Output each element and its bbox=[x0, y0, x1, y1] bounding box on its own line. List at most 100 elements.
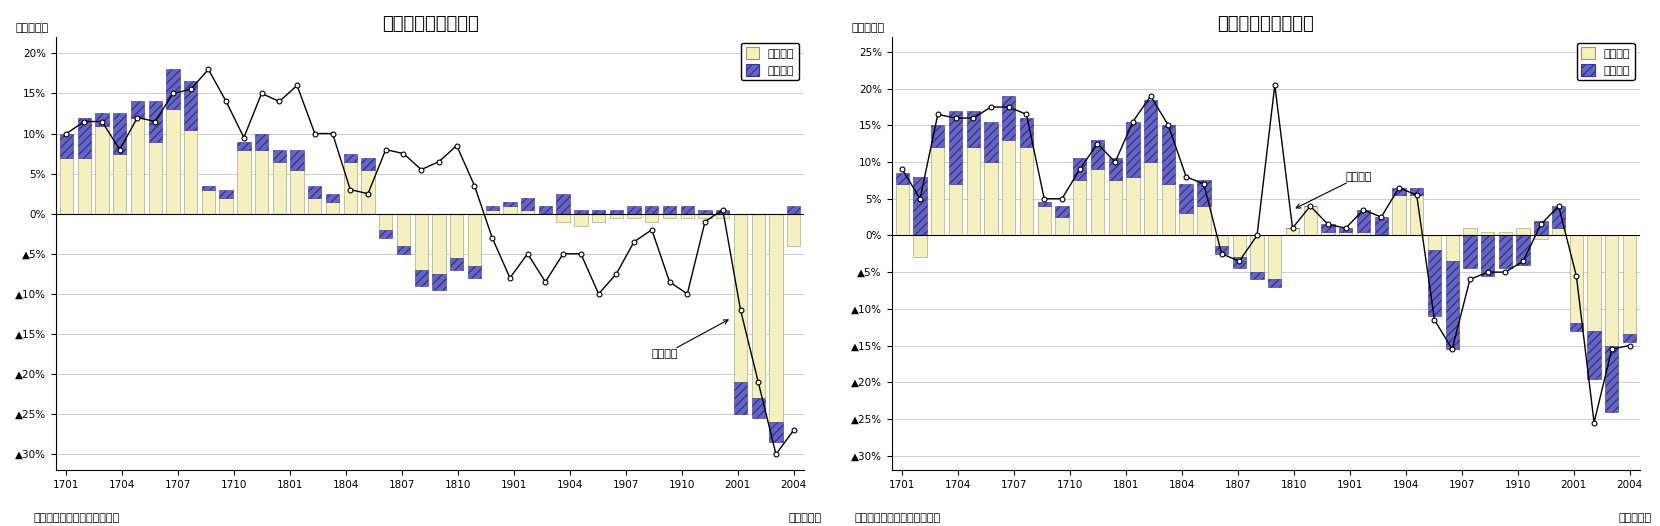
Bar bbox=[1428, 236, 1441, 250]
Bar bbox=[1019, 147, 1033, 236]
Bar bbox=[450, 214, 463, 258]
Bar bbox=[1499, 236, 1512, 268]
Bar bbox=[485, 210, 500, 214]
Bar bbox=[734, 214, 747, 382]
Bar bbox=[984, 162, 998, 236]
Bar bbox=[378, 214, 392, 230]
Bar bbox=[397, 214, 410, 246]
Bar bbox=[1534, 236, 1547, 239]
Bar bbox=[290, 149, 304, 169]
Bar bbox=[1534, 221, 1547, 236]
Bar bbox=[627, 214, 641, 218]
Bar bbox=[540, 206, 553, 214]
Bar bbox=[1144, 162, 1157, 236]
Bar bbox=[966, 147, 979, 236]
Bar bbox=[913, 177, 926, 236]
Bar bbox=[609, 210, 622, 214]
Bar bbox=[752, 214, 765, 398]
Bar bbox=[432, 274, 445, 290]
Bar bbox=[715, 214, 729, 218]
Bar bbox=[1446, 261, 1459, 349]
Bar bbox=[468, 214, 481, 266]
Bar bbox=[1303, 206, 1316, 236]
Bar bbox=[219, 190, 232, 198]
Bar bbox=[1162, 184, 1175, 236]
Bar bbox=[203, 190, 216, 214]
Bar bbox=[60, 134, 73, 158]
Bar bbox=[1233, 257, 1247, 268]
Bar bbox=[378, 230, 392, 238]
Bar bbox=[913, 236, 926, 257]
Text: （年・月）: （年・月） bbox=[1618, 513, 1652, 523]
Bar bbox=[896, 184, 910, 236]
Bar bbox=[1109, 158, 1122, 180]
Bar bbox=[131, 117, 144, 214]
Bar bbox=[237, 141, 251, 149]
Bar bbox=[113, 114, 126, 154]
Bar bbox=[1446, 236, 1459, 261]
Bar bbox=[734, 382, 747, 414]
Bar bbox=[344, 154, 357, 161]
Bar bbox=[1340, 228, 1353, 232]
Bar bbox=[325, 194, 339, 201]
Bar bbox=[415, 270, 428, 286]
Bar bbox=[1091, 169, 1104, 236]
Bar bbox=[646, 206, 659, 214]
Bar bbox=[1125, 122, 1139, 177]
Bar bbox=[256, 134, 269, 149]
Bar bbox=[219, 198, 232, 214]
Bar bbox=[556, 214, 569, 222]
Bar bbox=[1499, 232, 1512, 236]
Bar bbox=[556, 194, 569, 214]
Bar bbox=[1268, 236, 1282, 279]
Bar bbox=[485, 206, 500, 210]
Bar bbox=[131, 102, 144, 117]
Bar bbox=[309, 198, 322, 214]
Bar bbox=[984, 122, 998, 162]
Bar bbox=[521, 210, 535, 214]
Bar bbox=[574, 210, 588, 214]
Bar bbox=[1481, 232, 1494, 236]
Bar bbox=[468, 266, 481, 278]
Bar bbox=[148, 141, 161, 214]
Bar bbox=[256, 149, 269, 214]
Bar bbox=[699, 214, 712, 218]
Bar bbox=[309, 186, 322, 198]
Bar bbox=[1197, 180, 1210, 206]
Bar bbox=[272, 161, 286, 214]
Bar bbox=[344, 161, 357, 214]
Bar bbox=[362, 158, 375, 169]
Bar bbox=[1180, 214, 1194, 236]
Bar bbox=[362, 169, 375, 214]
Bar bbox=[1268, 279, 1282, 287]
Bar bbox=[1215, 236, 1228, 247]
Bar bbox=[1003, 96, 1016, 140]
Bar bbox=[896, 173, 910, 184]
Bar bbox=[1356, 232, 1370, 236]
Title: 輸出金額の要因分解: 輸出金額の要因分解 bbox=[382, 15, 478, 33]
Bar bbox=[415, 214, 428, 270]
Bar bbox=[1587, 236, 1600, 331]
Bar bbox=[609, 214, 622, 218]
Text: （資料）財務省「貿易統計」: （資料）財務省「貿易統計」 bbox=[855, 513, 941, 523]
Bar bbox=[769, 214, 782, 422]
Bar bbox=[1144, 100, 1157, 162]
Bar bbox=[78, 117, 91, 158]
Bar bbox=[1197, 206, 1210, 236]
Bar bbox=[787, 214, 800, 246]
Bar bbox=[1623, 236, 1637, 335]
Bar bbox=[752, 398, 765, 418]
Bar bbox=[503, 206, 516, 214]
Bar bbox=[166, 69, 179, 109]
Bar bbox=[113, 154, 126, 214]
Bar bbox=[1250, 272, 1263, 279]
Bar bbox=[1091, 140, 1104, 169]
Bar bbox=[1517, 228, 1531, 236]
Bar bbox=[574, 214, 588, 226]
Bar bbox=[1552, 228, 1565, 236]
Bar bbox=[1072, 158, 1086, 180]
Bar bbox=[1428, 250, 1441, 316]
Bar bbox=[715, 210, 729, 214]
Bar bbox=[397, 246, 410, 254]
Title: 輸入金額の要因分解: 輸入金額の要因分解 bbox=[1217, 15, 1315, 33]
